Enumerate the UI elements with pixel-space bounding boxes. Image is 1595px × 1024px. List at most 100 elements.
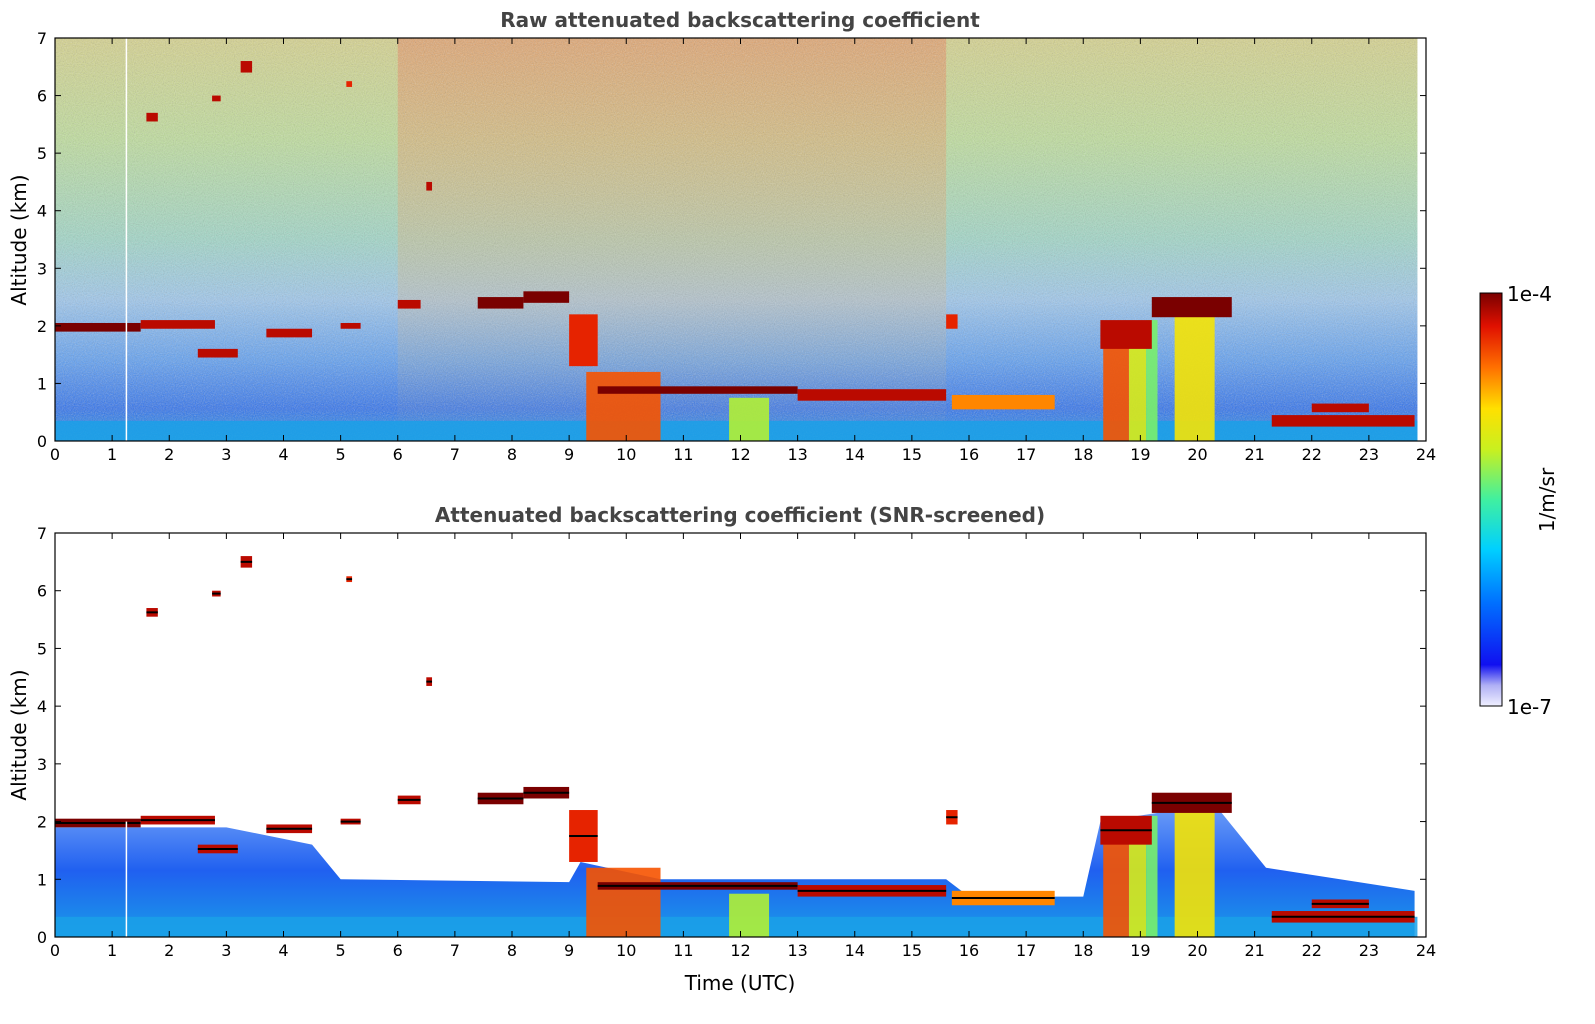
x-tick-label: 3 [221, 445, 231, 464]
plot-area [55, 556, 1418, 937]
colorbar-max-label: 1e-4 [1507, 282, 1552, 306]
x-tick-label: 24 [1416, 941, 1436, 960]
y-tick-label: 6 [37, 582, 47, 601]
y-tick-label: 5 [37, 639, 47, 658]
precipitation-column [1146, 320, 1158, 441]
cloud-layer [477, 297, 524, 309]
x-tick-label: 13 [787, 445, 807, 464]
precipitation-column [1174, 314, 1215, 441]
x-tick-label: 9 [564, 445, 574, 464]
x-axis: 0 1 2 3 4 5 6 7 8 9 10 11 12 13 14 15 16 17 18 19 20 21 22 23 24 [50, 533, 1436, 960]
precipitation-column [586, 867, 661, 937]
x-tick-label: 7 [450, 445, 460, 464]
y-tick-label: 4 [37, 697, 47, 716]
cloud-layer [569, 314, 598, 367]
precipitation-column [729, 893, 770, 937]
x-tick-label: 5 [336, 941, 346, 960]
precipitation-column [1128, 833, 1147, 937]
x-tick-label: 16 [959, 445, 979, 464]
x-tick-label: 3 [221, 941, 231, 960]
cloud-layer [397, 299, 421, 309]
y-tick-label: 7 [37, 29, 47, 48]
x-tick-label: 21 [1244, 445, 1264, 464]
precipitation-column [1103, 827, 1129, 937]
cloud-layer [426, 181, 433, 191]
cloud-layer [523, 291, 570, 303]
cloud-layer [946, 314, 958, 329]
x-axis: 0 1 2 3 4 5 6 7 8 9 10 11 12 13 14 15 16 17 18 19 20 21 22 23 24 [50, 38, 1436, 464]
x-tick-label: 14 [845, 445, 865, 464]
x-tick-label: 12 [730, 941, 750, 960]
y-tick-label: 3 [37, 259, 47, 278]
x-tick-label: 1 [107, 445, 117, 464]
y-tick-label: 0 [37, 432, 47, 451]
x-tick-label: 1 [107, 941, 117, 960]
precipitation-column [1174, 810, 1215, 937]
x-tick-label: 19 [1130, 941, 1150, 960]
cloud-layer [266, 328, 313, 338]
x-tick-label: 11 [673, 445, 693, 464]
x-tick-label: 6 [393, 445, 403, 464]
x-tick-label: 9 [564, 941, 574, 960]
y-tick-label: 7 [37, 524, 47, 543]
x-tick-label: 15 [902, 941, 922, 960]
x-tick-label: 23 [1359, 445, 1379, 464]
x-tick-label: 12 [730, 445, 750, 464]
y-axis-label: Altitude (km) [7, 669, 31, 800]
x-tick-label: 0 [50, 445, 60, 464]
x-tick-label: 8 [507, 941, 517, 960]
y-axis: 0 1 2 3 4 5 6 7 [37, 524, 1426, 947]
cloud-layer [1311, 403, 1369, 413]
y-axis-label: Altitude (km) [7, 174, 31, 305]
cloud-layer [140, 320, 215, 329]
y-tick-label: 0 [37, 928, 47, 947]
x-tick-label: 4 [278, 941, 288, 960]
x-tick-label: 18 [1073, 941, 1093, 960]
x-tick-label: 22 [1302, 445, 1322, 464]
x-tick-label: 20 [1187, 445, 1207, 464]
chart-title: Attenuated backscattering coefficient (S… [435, 503, 1045, 527]
x-tick-label: 21 [1244, 941, 1264, 960]
y-tick-label: 2 [37, 813, 47, 832]
x-tick-label: 23 [1359, 941, 1379, 960]
x-tick-label: 13 [787, 941, 807, 960]
x-axis-label: Time (UTC) [684, 971, 796, 995]
x-tick-label: 18 [1073, 445, 1093, 464]
x-tick-label: 14 [845, 941, 865, 960]
x-tick-label: 15 [902, 445, 922, 464]
x-tick-label: 7 [450, 941, 460, 960]
x-tick-label: 19 [1130, 445, 1150, 464]
x-tick-label: 2 [164, 941, 174, 960]
plot-area [55, 38, 1418, 441]
cloud-layer [1151, 297, 1232, 318]
x-tick-label: 4 [278, 445, 288, 464]
x-tick-label: 5 [336, 445, 346, 464]
x-tick-label: 17 [1016, 941, 1036, 960]
y-tick-label: 2 [37, 317, 47, 336]
cloud-layer [1271, 415, 1415, 427]
x-tick-label: 0 [50, 941, 60, 960]
y-tick-label: 4 [37, 202, 47, 221]
colorbar: 1e-4 1e-7 1/m/sr [1479, 282, 1559, 719]
colorbar-unit-label: 1/m/sr [1535, 467, 1559, 532]
x-tick-label: 8 [507, 445, 517, 464]
cloud-layer [340, 322, 361, 329]
precipitation-column [1128, 337, 1147, 441]
cloud-layer [346, 81, 353, 87]
precipitation-column [729, 397, 770, 441]
colorbar-gradient [1479, 292, 1503, 707]
heatmap-data [55, 556, 1418, 937]
precipitation-column [1103, 331, 1129, 441]
x-tick-label: 10 [616, 941, 636, 960]
x-tick-label: 11 [673, 941, 693, 960]
x-tick-label: 24 [1416, 445, 1436, 464]
chart-title: Raw attenuated backscattering coefficien… [500, 8, 980, 32]
cloud-layer [240, 61, 253, 73]
cloud-layer [197, 348, 238, 358]
cloud-layer [55, 322, 141, 332]
y-tick-label: 1 [37, 870, 47, 889]
aerosol-region [55, 804, 1415, 937]
colorbar-min-label: 1e-7 [1507, 695, 1552, 719]
y-axis: 0 1 2 3 4 5 6 7 [37, 29, 1426, 451]
